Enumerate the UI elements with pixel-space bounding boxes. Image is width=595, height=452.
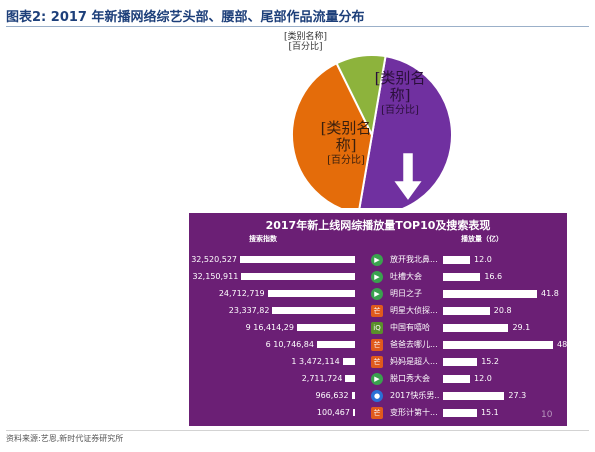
- search-value: 32,520,527: [191, 255, 237, 264]
- search-bar: [351, 392, 355, 399]
- play-count-bar: [443, 290, 538, 298]
- table-row: 32,520,527 ▶ 放开我北鼻... 12.0: [189, 252, 567, 268]
- title-divider: [6, 26, 589, 27]
- show-name: 明日之子: [390, 289, 422, 298]
- search-value: 100,467: [316, 408, 350, 417]
- table-row: 9 16,414,29 iQ 中国有嘻哈 29.1: [189, 320, 567, 336]
- pie-label-green: [类别名称] [百分比]: [284, 32, 328, 53]
- play-count-value: 15.1: [480, 408, 499, 417]
- play-triangle-icon: ▶: [371, 288, 383, 300]
- show-name: 2017快乐男...: [390, 391, 440, 400]
- search-value: 1 3,472,114: [291, 357, 340, 366]
- play-count-bar: [443, 256, 470, 264]
- search-bar: [345, 375, 355, 382]
- search-value: 2,711,724: [301, 374, 343, 383]
- play-count-value: 12.0: [473, 374, 492, 383]
- mango-logo-icon: 芒: [371, 305, 383, 317]
- page-number: 10: [541, 410, 553, 420]
- play-count-bar: [443, 324, 509, 332]
- play-count-value: 29.1: [512, 323, 531, 332]
- mango-logo-icon: 芒: [371, 356, 383, 368]
- play-count-bar: [443, 409, 477, 417]
- play-count-bar: [443, 392, 505, 400]
- table-row: 1 3,472,114 芒妈妈是超人... 15.2: [189, 354, 567, 370]
- table-row: 32,150,911 ▶ 吐槽大会 16.6: [189, 269, 567, 285]
- pie-slice: [335, 54, 387, 139]
- play-count-bar: [443, 307, 490, 315]
- play-count-value: 27.3: [508, 391, 527, 400]
- play-count-bar: [443, 358, 478, 366]
- source-divider: [6, 430, 589, 431]
- mango-logo-icon: 芒: [371, 339, 383, 351]
- show-name: 放开我北鼻...: [390, 255, 438, 264]
- iqiyi-logo-icon: iQ: [371, 322, 383, 334]
- pie-label-orange: [类别名称] [百分比]: [320, 119, 372, 166]
- search-value: 24,712,719: [218, 289, 265, 298]
- play-count-value: 15.2: [481, 357, 499, 366]
- search-value: 32,150,911: [192, 272, 239, 281]
- show-name: 变形计第十...: [390, 408, 438, 417]
- search-bar: [272, 307, 355, 314]
- search-bar: [241, 273, 355, 280]
- pie-slice: [291, 61, 374, 216]
- show-name: 中国有嘻哈: [390, 323, 430, 332]
- search-value: 23,337,82: [228, 306, 270, 315]
- pie-chart: [类别名称] [百分比] [类别名称] [百分比] [类别名称] [百分比]: [234, 30, 506, 216]
- down-arrow-icon: [389, 150, 427, 205]
- table-row: 2,711,724 ▶ 脱口秀大会 12.0: [189, 371, 567, 387]
- table-row: 100,467 芒变形计第十... 15.1: [189, 405, 567, 421]
- table-row: 966,632 ● 2017快乐男... 27.3: [189, 388, 567, 404]
- search-value: 6 10,746,84: [265, 340, 314, 349]
- play-count-value: 41.8: [541, 289, 559, 298]
- play-count-header: 播放量（亿）: [461, 235, 503, 243]
- play-count-value: 12.0: [473, 255, 492, 264]
- show-name: 明星大侦探...: [390, 306, 438, 315]
- search-value: 966,632: [315, 391, 349, 400]
- play-count-value: 48.9: [557, 340, 575, 349]
- search-index-header: 搜索指数: [249, 235, 277, 243]
- panel-title: 2017年新上线网综播放量TOP10及搜索表现: [265, 219, 491, 232]
- play-count-value: 16.6: [484, 272, 503, 281]
- search-bar: [342, 358, 355, 365]
- search-bar: [240, 256, 355, 263]
- search-bar: [267, 290, 355, 297]
- play-count-bar: [443, 341, 553, 349]
- pie-label-purple: [类别名称] [百分比]: [374, 69, 426, 116]
- play-triangle-icon: ▶: [371, 373, 383, 385]
- top10-panel: 2017年新上线网综播放量TOP10及搜索表现 搜索指数 播放量（亿） 32,5…: [189, 213, 575, 426]
- table-row: 24,712,719 ▶ 明日之子 41.8: [189, 286, 567, 302]
- show-name: 爸爸去哪儿...: [390, 340, 438, 349]
- search-bar: [316, 341, 355, 348]
- search-bar: [353, 409, 355, 416]
- play-count-bar: [443, 375, 470, 383]
- source-note: 资料来源:艺恩,新时代证券研究所: [6, 434, 124, 443]
- show-name: 吐槽大会: [390, 272, 422, 281]
- play-triangle-icon: ▶: [371, 254, 383, 266]
- table-row: 6 10,746,84 芒爸爸去哪儿... 48.9: [189, 337, 575, 353]
- search-value: 9 16,414,29: [245, 323, 294, 332]
- play-triangle-icon: ▶: [371, 271, 383, 283]
- table-row: 23,337,82 芒明星大侦探... 20.8: [189, 303, 567, 319]
- pie-chart-svg: [291, 54, 453, 216]
- play-count-value: 20.8: [493, 306, 512, 315]
- show-name: 脱口秀大会: [390, 374, 430, 383]
- show-name: 妈妈是超人...: [390, 357, 438, 366]
- youku-logo-icon: ●: [371, 390, 383, 402]
- search-bar: [296, 324, 355, 331]
- figure-title: 图表2: 2017 年新播网络综艺头部、腰部、尾部作品流量分布: [6, 10, 365, 25]
- play-count-bar: [443, 273, 481, 281]
- mango-logo-icon: 芒: [371, 407, 383, 419]
